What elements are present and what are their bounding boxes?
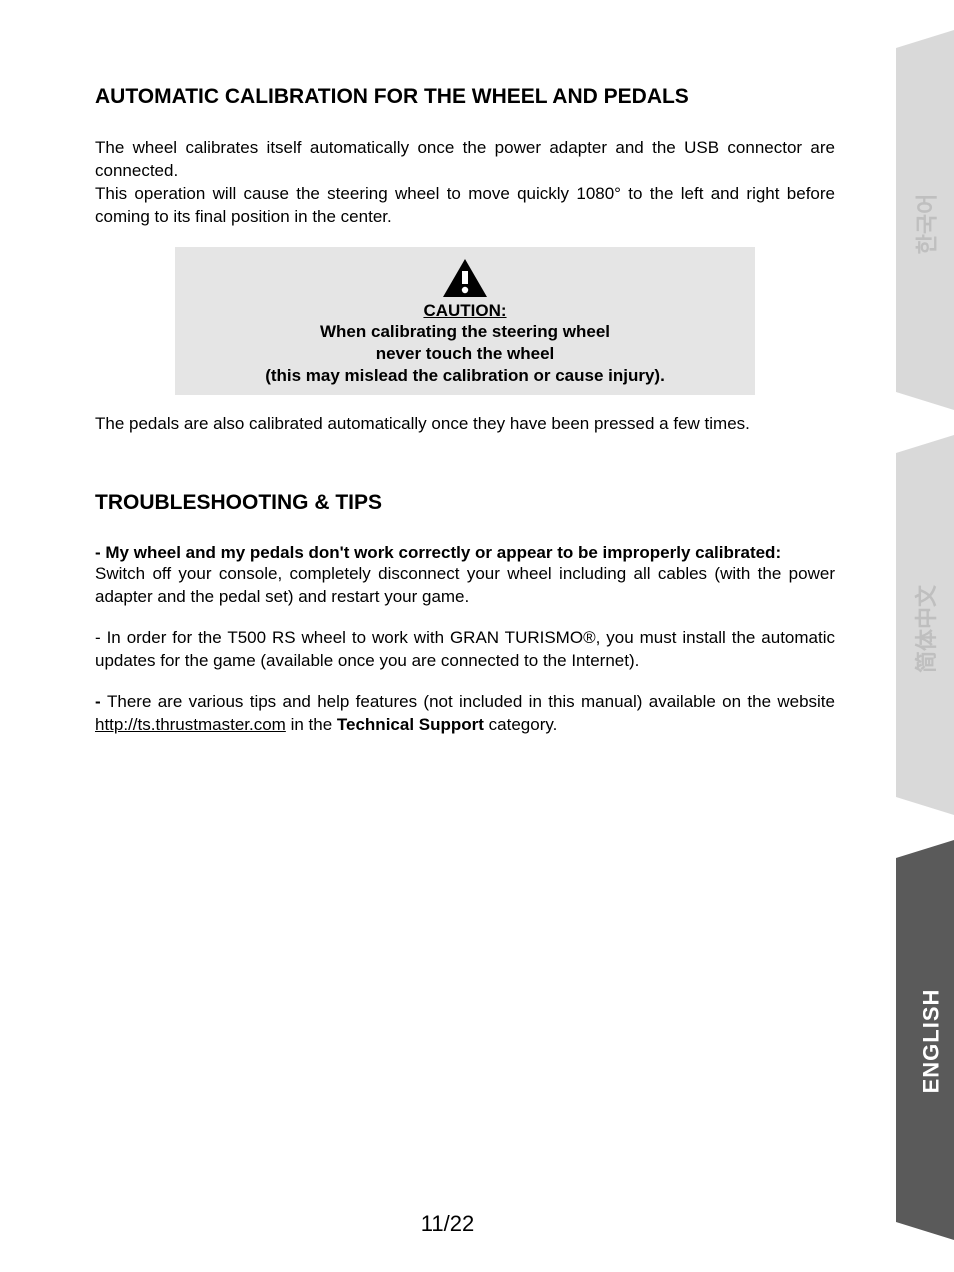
- page-content: AUTOMATIC CALIBRATION FOR THE WHEEL AND …: [0, 0, 895, 777]
- tab-chinese[interactable]: 简体中文: [896, 435, 954, 815]
- section-title-calibration: AUTOMATIC CALIBRATION FOR THE WHEEL AND …: [95, 85, 835, 109]
- caution-line-2: never touch the wheel: [185, 343, 745, 365]
- tab-chinese-label: 简体中文: [909, 585, 941, 673]
- tip3-body: - There are various tips and help featur…: [95, 691, 835, 737]
- tip1-body: Switch off your console, completely disc…: [95, 563, 835, 609]
- tip2-body: - In order for the T500 RS wheel to work…: [95, 627, 835, 673]
- calibration-paragraph-1: The wheel calibrates itself automaticall…: [95, 137, 835, 183]
- tip3-text-c: category.: [484, 715, 557, 734]
- section-title-troubleshooting: TROUBLESHOOTING & TIPS: [95, 491, 835, 515]
- caution-line-1: When calibrating the steering wheel: [185, 321, 745, 343]
- warning-triangle-icon: [441, 257, 489, 299]
- tab-english-label: ENGLISH: [918, 989, 944, 1094]
- page-number: 11/22: [0, 1211, 895, 1237]
- tip3-text-a: There are various tips and help features…: [107, 692, 835, 711]
- tab-korean-label: 한국어: [909, 194, 941, 255]
- calibration-paragraph-2: This operation will cause the steering w…: [95, 183, 835, 229]
- tip3-bold: Technical Support: [337, 715, 484, 734]
- language-tabs: 한국어 简体中文 ENGLISH: [896, 0, 954, 1272]
- tip3-prefix: -: [95, 692, 107, 711]
- tab-korean[interactable]: 한국어: [896, 30, 954, 410]
- calibration-paragraph-3: The pedals are also calibrated automatic…: [95, 413, 835, 436]
- caution-box: CAUTION: When calibrating the steering w…: [175, 247, 755, 395]
- caution-line-3: (this may mislead the calibration or cau…: [185, 365, 745, 387]
- tab-english[interactable]: ENGLISH: [896, 840, 954, 1240]
- tip3-text-b: in the: [286, 715, 337, 734]
- tip3-link[interactable]: http://ts.thrustmaster.com: [95, 715, 286, 734]
- caution-label: CAUTION:: [185, 301, 745, 321]
- tip1-heading: - My wheel and my pedals don't work corr…: [95, 543, 835, 563]
